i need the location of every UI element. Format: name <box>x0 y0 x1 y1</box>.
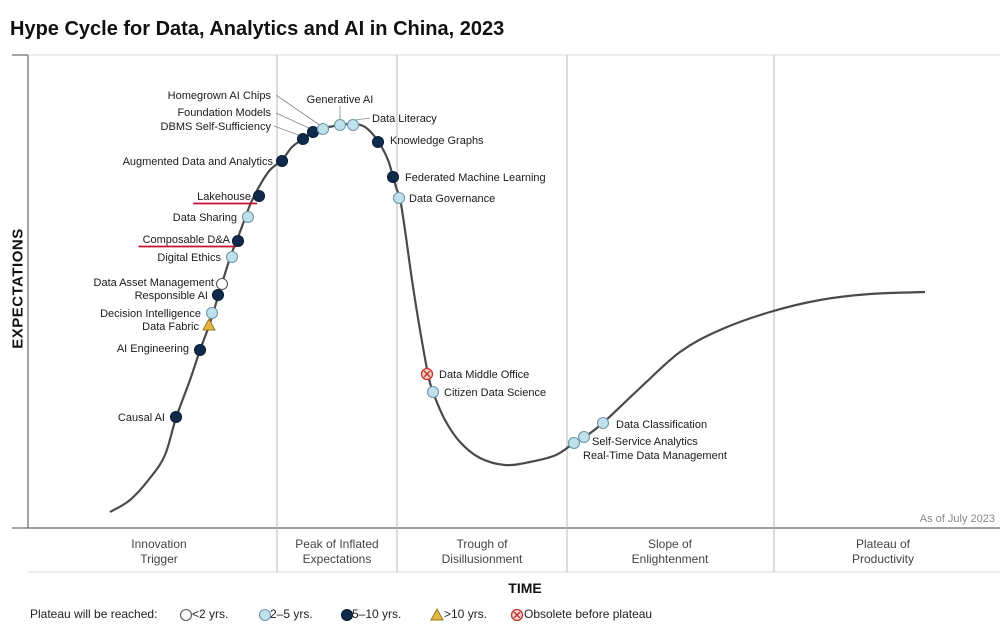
marker-self-service-analytics <box>577 430 591 444</box>
label-knowledge-graphs: Knowledge Graphs <box>390 135 484 147</box>
label-data-fabric: Data Fabric <box>142 321 199 333</box>
label-self-service-analytics: Self-Service Analytics <box>592 436 698 448</box>
label-augmented-data-and-analytics: Augmented Data and Analytics <box>123 156 274 168</box>
legend-glyph-gt10 <box>430 608 444 621</box>
label-ai-engineering: AI Engineering <box>117 343 189 355</box>
marker-foundation-models <box>306 125 320 139</box>
phase-labels: Innovation Trigger Peak of Inflated Expecta… <box>131 537 914 566</box>
marker-digital-ethics <box>225 250 239 264</box>
legend-glyph-lt2 <box>179 608 193 622</box>
marker-federated-machine-learning <box>386 170 400 184</box>
legend-glyph-2to5 <box>258 608 272 622</box>
as-of-note: As of July 2023 <box>920 513 995 525</box>
label-decision-intelligence: Decision Intelligence <box>100 308 201 320</box>
legend-label-obsolete: Obsolete before plateau <box>524 607 653 621</box>
marker-homegrown-ai-chips <box>316 122 330 136</box>
marker-causal-ai <box>169 410 183 424</box>
highlight-underlines <box>138 202 257 248</box>
label-data-classification: Data Classification <box>616 419 707 431</box>
marker-data-asset-management <box>215 277 229 291</box>
label-lakehouse: Lakehouse <box>197 191 251 203</box>
leader-dbms-self-sufficiency <box>273 125 302 137</box>
label-leader-lines <box>273 94 371 137</box>
leader-homegrown-ai-chips <box>275 94 322 127</box>
marker-data-literacy <box>346 118 360 132</box>
marker-data-governance <box>392 191 406 205</box>
legend-glyph-5to10 <box>340 608 354 622</box>
marker-augmented-data-and-analytics <box>275 154 289 168</box>
marker-decision-intelligence <box>205 306 219 320</box>
marker-ai-engineering <box>193 343 207 357</box>
marker-lakehouse <box>252 189 266 203</box>
leader-data-literacy <box>354 117 371 121</box>
label-dbms-self-sufficiency: DBMS Self-Sufficiency <box>161 121 272 133</box>
marker-data-fabric <box>202 317 216 331</box>
legend-prefix: Plateau will be reached: <box>30 607 158 621</box>
legend-glyph-obsolete <box>510 608 524 622</box>
label-citizen-data-science: Citizen Data Science <box>444 387 546 399</box>
legend-marker-obsolete <box>510 608 524 622</box>
chart-title: Hype Cycle for Data, Analytics and AI in… <box>10 18 505 40</box>
marker-composable-danda <box>231 234 245 248</box>
leader-foundation-models <box>275 112 312 130</box>
label-composable-danda: Composable D&A <box>143 234 231 246</box>
legend-label-lt2: <2 yrs. <box>192 607 229 621</box>
marker-real-time-data-management <box>567 436 581 450</box>
plot-frame <box>12 54 1000 573</box>
label-digital-ethics: Digital Ethics <box>157 252 221 264</box>
phase-label-1: Innovation Trigger <box>131 537 186 566</box>
legend: Plateau will be reached: <2 yrs. 2–5 yrs.… <box>12 607 992 627</box>
legend-label-2to5: 2–5 yrs. <box>270 607 313 621</box>
phase-label-4: Slope of Enlightenment <box>632 537 709 566</box>
label-responsible-ai: Responsible AI <box>135 290 208 302</box>
marker-generative-ai <box>333 118 347 132</box>
label-data-asset-management: Data Asset Management <box>94 277 214 289</box>
phase-dividers <box>276 55 775 572</box>
marker-data-classification <box>596 416 610 430</box>
marker-data-middle-office <box>420 367 434 381</box>
marker-data-sharing <box>241 210 255 224</box>
phase-label-5: Plateau of Productivity <box>852 537 914 566</box>
marker-responsible-ai <box>211 288 225 302</box>
legend-marker-2to5 <box>258 608 272 622</box>
label-generative-ai: Generative AI <box>307 94 374 106</box>
label-data-middle-office: Data Middle Office <box>439 369 529 381</box>
marker-knowledge-graphs <box>371 135 385 149</box>
phase-label-2: Peak of Inflated Expectations <box>295 537 378 566</box>
x-axis-label: TIME <box>508 580 542 596</box>
legend-marker-gt10 <box>430 608 444 621</box>
label-data-governance: Data Governance <box>409 193 495 205</box>
label-causal-ai: Causal AI <box>118 412 165 424</box>
legend-label-5to10: 5–10 yrs. <box>352 607 402 621</box>
legend-label-gt10: >10 yrs. <box>444 607 488 621</box>
marker-dbms-self-sufficiency <box>296 132 310 146</box>
label-data-sharing: Data Sharing <box>173 212 237 224</box>
marker-citizen-data-science <box>426 385 440 399</box>
label-real-time-data-management: Real-Time Data Management <box>583 450 727 462</box>
phase-label-3: Trough of Disillusionment <box>442 537 523 566</box>
label-data-literacy: Data Literacy <box>372 113 437 125</box>
label-foundation-models: Foundation Models <box>177 107 271 119</box>
technology-labels: Causal AI AI Engineering Data FabricDecisi… <box>94 90 727 462</box>
label-federated-machine-learning: Federated Machine Learning <box>405 172 546 184</box>
legend-marker-lt2 <box>179 608 193 622</box>
legend-marker-5to10 <box>340 608 354 622</box>
label-homegrown-ai-chips: Homegrown AI Chips <box>168 90 272 102</box>
technology-markers <box>169 118 610 450</box>
